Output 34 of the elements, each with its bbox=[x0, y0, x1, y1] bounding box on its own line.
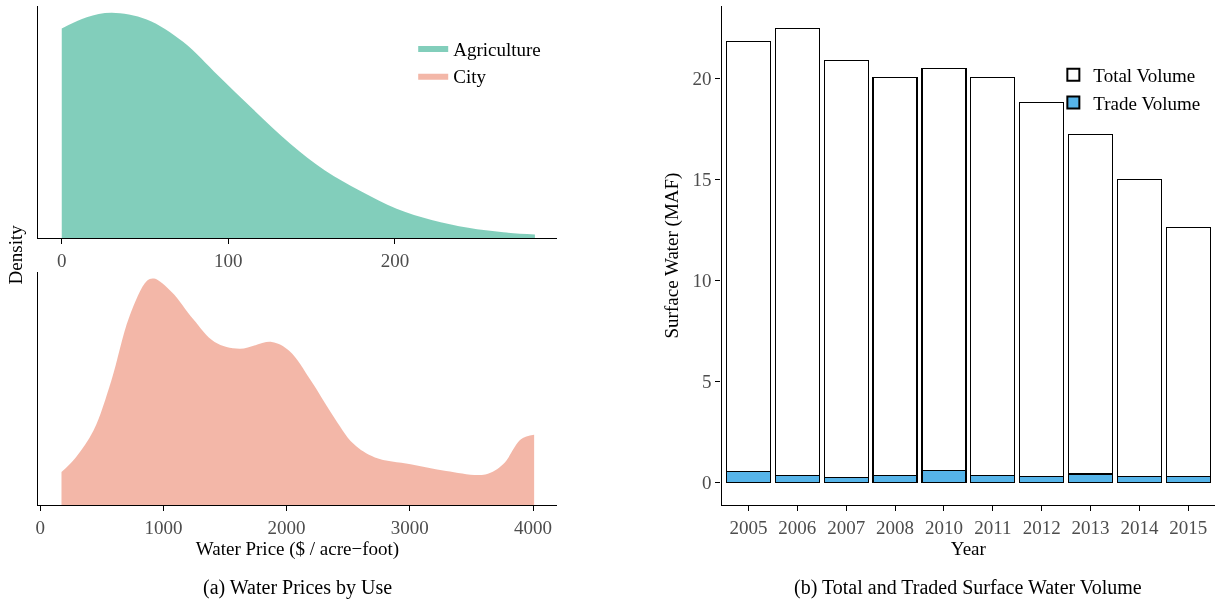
x-tick-label: 2011 bbox=[974, 516, 1012, 538]
x-tick-label: 200 bbox=[380, 249, 410, 271]
y-axis-title: Density bbox=[4, 224, 26, 285]
x-tick-label: 0 bbox=[57, 249, 67, 271]
y-axis-title: Surface Water (MAF) bbox=[661, 172, 684, 339]
x-axis-title: Water Price ($ / acre−foot) bbox=[195, 537, 400, 560]
x-tick-label: 2010 bbox=[924, 516, 963, 538]
x-tick-label: 2007 bbox=[827, 516, 866, 538]
y-tick-label: 20 bbox=[692, 68, 712, 90]
bar bbox=[823, 60, 869, 479]
y-tick-label: 5 bbox=[702, 371, 712, 393]
x-tick-label: 2015 bbox=[1169, 516, 1208, 538]
legend-label: Total Volume bbox=[1093, 65, 1196, 87]
x-tick-label: 2006 bbox=[778, 516, 817, 538]
legend-label: Agriculture bbox=[453, 38, 541, 60]
x-tick-label: 2013 bbox=[1071, 516, 1110, 538]
y-tick-label: 15 bbox=[692, 169, 712, 191]
x-tick-label: 2014 bbox=[1120, 516, 1159, 538]
text: (b) Total and Traded Surface Water Volume bbox=[794, 576, 1142, 599]
y-tick-label: 10 bbox=[692, 270, 712, 292]
x-tick-label: 2005 bbox=[729, 516, 768, 538]
legend-label: City bbox=[453, 66, 487, 88]
x-tick-label: 3000 bbox=[390, 516, 429, 538]
legend-label: Trade Volume bbox=[1093, 92, 1201, 114]
x-tick-label: 2000 bbox=[267, 516, 306, 538]
x-tick-label: 2012 bbox=[1022, 516, 1061, 538]
y-tick-label: 0 bbox=[702, 472, 712, 494]
x-tick-label: 2008 bbox=[876, 516, 915, 538]
x-tick-label: 1000 bbox=[144, 516, 183, 538]
x-axis-title: Year bbox=[950, 537, 987, 559]
x-tick-label: 0 bbox=[35, 516, 45, 538]
x-tick-label: 100 bbox=[214, 249, 243, 271]
x-tick-label: 4000 bbox=[514, 516, 553, 538]
text: (a) Water Prices by Use bbox=[203, 576, 393, 599]
